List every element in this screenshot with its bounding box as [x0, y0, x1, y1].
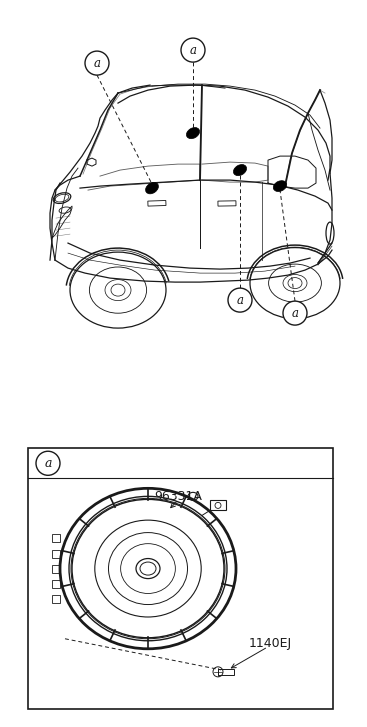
- Bar: [52, 595, 60, 603]
- Bar: [52, 550, 60, 558]
- Circle shape: [36, 451, 60, 475]
- Ellipse shape: [186, 127, 200, 139]
- Text: 96331A: 96331A: [154, 490, 202, 503]
- Circle shape: [181, 38, 205, 62]
- Ellipse shape: [233, 164, 247, 176]
- Bar: [52, 565, 60, 573]
- Text: a: a: [44, 457, 52, 470]
- Text: a: a: [189, 44, 196, 57]
- Bar: [52, 579, 60, 587]
- Bar: [210, 500, 226, 510]
- Bar: [218, 201, 236, 206]
- Bar: [28, 449, 333, 709]
- Circle shape: [283, 301, 307, 325]
- Bar: [218, 669, 234, 675]
- Bar: [148, 201, 166, 206]
- Bar: [52, 534, 60, 542]
- Ellipse shape: [146, 182, 159, 194]
- Circle shape: [85, 51, 109, 75]
- Ellipse shape: [273, 181, 287, 191]
- Text: a: a: [94, 57, 101, 70]
- Text: a: a: [291, 307, 298, 320]
- Text: 1140EJ: 1140EJ: [248, 638, 291, 650]
- Text: a: a: [236, 294, 243, 307]
- Circle shape: [228, 288, 252, 312]
